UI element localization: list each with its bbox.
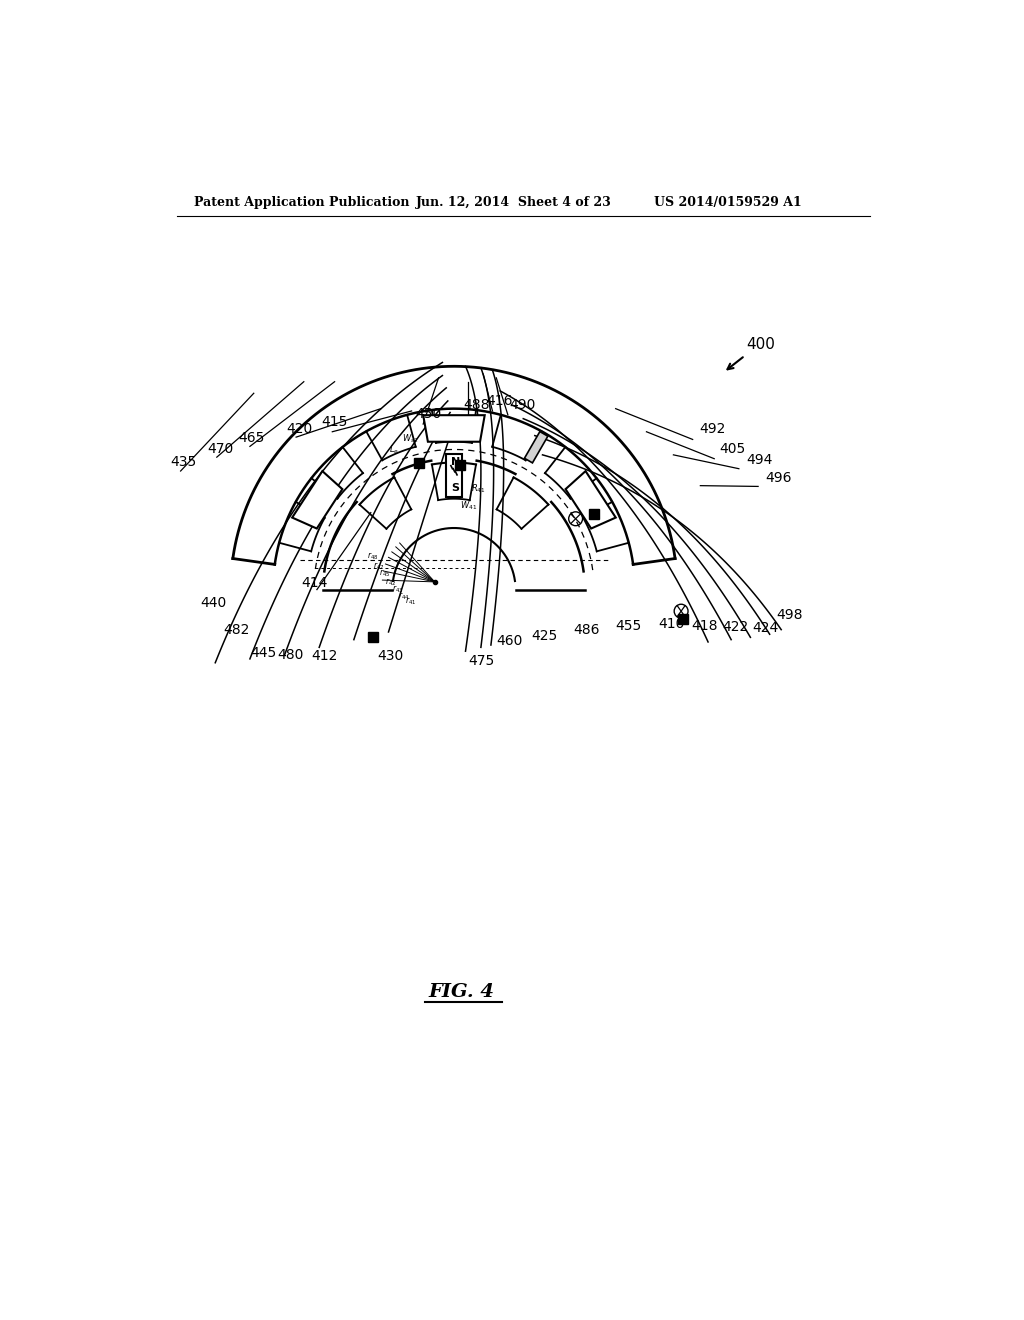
Text: 415: 415 — [322, 414, 348, 429]
Text: Jun. 12, 2014  Sheet 4 of 23: Jun. 12, 2014 Sheet 4 of 23 — [416, 197, 611, 209]
Text: 450: 450 — [416, 407, 441, 421]
Polygon shape — [446, 454, 462, 496]
Text: Patent Application Publication: Patent Application Publication — [194, 197, 410, 209]
Text: $r_{45}$: $r_{45}$ — [379, 568, 391, 579]
Text: 455: 455 — [615, 619, 642, 632]
Text: 440: 440 — [200, 595, 226, 610]
Text: 470: 470 — [208, 442, 233, 455]
Text: 422: 422 — [722, 620, 749, 634]
Text: 488: 488 — [463, 397, 489, 412]
Text: 400: 400 — [746, 338, 775, 352]
Text: 412: 412 — [311, 649, 338, 664]
Polygon shape — [524, 432, 548, 463]
Text: N: N — [451, 457, 460, 467]
Text: $R_{41}$: $R_{41}$ — [471, 482, 485, 495]
Text: US 2014/0159529 A1: US 2014/0159529 A1 — [654, 197, 802, 209]
Text: 405: 405 — [720, 442, 745, 455]
Text: $W_{41}$: $W_{41}$ — [460, 500, 477, 512]
Text: FIG. 4: FIG. 4 — [429, 982, 495, 1001]
Text: 494: 494 — [746, 453, 773, 467]
Text: 492: 492 — [698, 422, 725, 437]
Text: 424: 424 — [753, 620, 779, 635]
Text: 410: 410 — [658, 618, 684, 631]
Text: 414: 414 — [301, 577, 328, 590]
Text: 480: 480 — [276, 648, 303, 661]
Text: 416: 416 — [486, 393, 513, 408]
Text: 460: 460 — [497, 634, 522, 648]
Text: 420: 420 — [286, 421, 312, 436]
Text: $r_{42}$: $r_{42}$ — [385, 577, 396, 587]
Text: $r_{44}$: $r_{44}$ — [397, 591, 410, 602]
Text: $r_{41}$: $r_{41}$ — [406, 595, 417, 607]
Text: 475: 475 — [468, 655, 494, 668]
Text: 496: 496 — [766, 471, 793, 484]
Text: $r_{48}$: $r_{48}$ — [367, 550, 379, 562]
Text: 498: 498 — [776, 609, 803, 622]
Polygon shape — [565, 471, 615, 528]
Text: $W_{s2}$: $W_{s2}$ — [401, 433, 418, 445]
Text: 490: 490 — [509, 397, 536, 412]
Text: $L_e$: $L_e$ — [388, 444, 398, 455]
Text: 482: 482 — [223, 623, 249, 638]
Text: 465: 465 — [239, 430, 265, 445]
Text: 435: 435 — [171, 455, 197, 470]
Text: 425: 425 — [531, 628, 557, 643]
Polygon shape — [292, 471, 342, 528]
Text: 430: 430 — [377, 649, 403, 664]
Text: S: S — [451, 483, 459, 494]
Polygon shape — [423, 416, 484, 442]
Text: 486: 486 — [573, 623, 600, 638]
Text: 418: 418 — [691, 619, 718, 632]
Text: $r_{47}$: $r_{47}$ — [373, 560, 385, 572]
Text: 445: 445 — [250, 647, 276, 660]
Text: $r_{43}$: $r_{43}$ — [392, 583, 403, 595]
